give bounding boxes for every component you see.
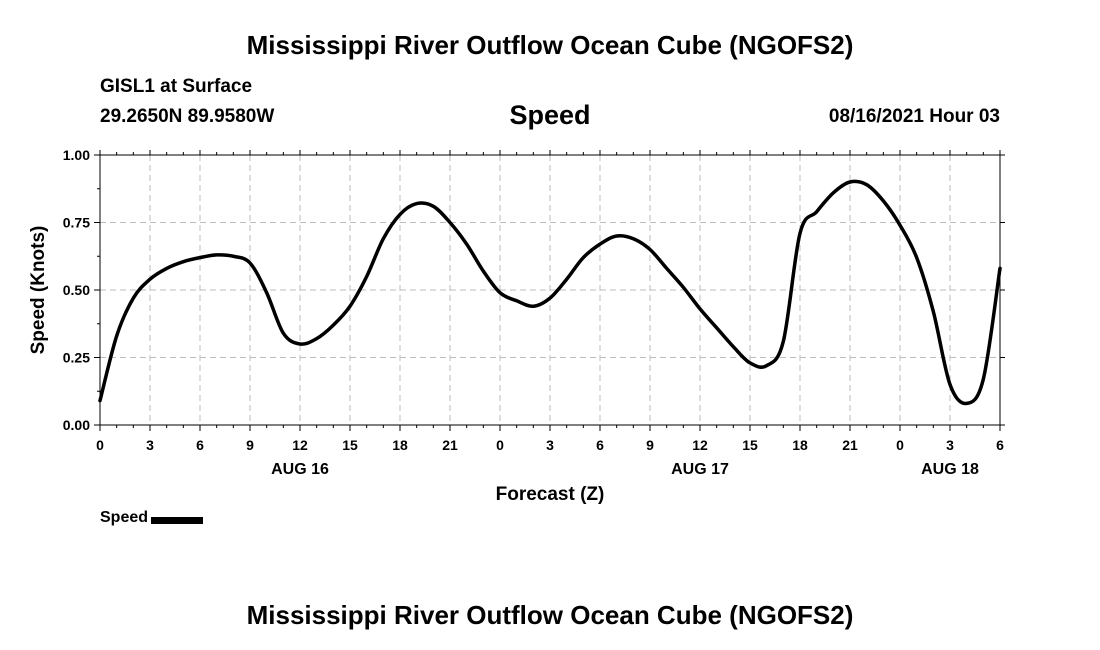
x-tick-label: 18 [392,437,408,453]
x-tick-label: 3 [146,437,154,453]
x-tick-label: 9 [246,437,254,453]
speed-data-point [365,275,368,278]
speed-data-point [165,267,168,270]
speed-series-line [98,179,1002,406]
x-tick-label: 0 [896,437,904,453]
legend: Speed [100,509,204,527]
speed-data-point [432,205,435,208]
speed-data-point [182,260,185,263]
speed-data-point [349,305,352,308]
speed-data-point [415,202,418,205]
y-tick-label: 0.50 [63,282,90,298]
x-tick-label: 21 [842,437,858,453]
speed-data-point [932,310,935,313]
x-tick-label: 3 [946,437,954,453]
speed-data-point [999,267,1002,270]
y-tick-label: 1.00 [63,147,90,163]
speed-data-point [815,210,818,213]
x-tick-label: 6 [196,437,204,453]
x-tick-label: 15 [342,437,358,453]
x-tick-label: 12 [292,437,308,453]
speed-data-point [515,299,518,302]
speed-data-point [265,291,268,294]
speed-data-point [949,383,952,386]
grid-lines [100,155,1000,425]
speed-data-point [899,224,902,227]
speed-data-point [499,291,502,294]
speed-data-point [682,286,685,289]
speed-data-point [865,183,868,186]
speed-data-point [249,262,252,265]
speed-data-point [882,199,885,202]
x-tick-label: 15 [742,437,758,453]
speed-data-point [965,402,968,405]
speed-data-point [549,297,552,300]
station-coords: 29.2650N 89.9580W [100,106,275,127]
speed-data-point [199,256,202,259]
date-label: AUG 18 [921,461,979,478]
speed-data-point [99,399,102,402]
speed-data-point [982,378,985,381]
x-tick-label: 9 [646,437,654,453]
speed-data-point [599,243,602,246]
x-tick-label: 21 [442,437,458,453]
chart-title: Speed [509,100,591,130]
x-axis-label: Forecast (Z) [496,484,605,505]
y-tick-label: 0.00 [63,417,90,433]
speed-data-points [99,181,1002,405]
x-tick-label: 0 [96,437,104,453]
speed-data-point [282,332,285,335]
speed-data-point [399,213,402,216]
x-tick-label: 0 [496,437,504,453]
speed-data-point [449,221,452,224]
speed-data-point [532,305,535,308]
date-label: AUG 17 [671,461,729,478]
speed-data-point [465,243,468,246]
x-tick-label: 3 [546,437,554,453]
x-tick-label: 12 [692,437,708,453]
speed-data-point [849,181,852,184]
axis-labels: 0 3 6 9 12 15 18 21 0 3 6 9 12 15 18 21 0 3 6 0.00 0.25 0.50 0… [63,147,1004,478]
main-title: Mississippi River Outflow Ocean Cube (NG… [246,30,854,60]
speed-data-point [315,337,318,340]
speed-data-point [232,255,235,258]
speed-data-point [299,343,302,346]
timestamp: 08/16/2021 Hour 03 [828,106,1000,127]
x-tick-label: 6 [996,437,1004,453]
speed-data-point [749,361,752,364]
station-name: GISL1 at Surface [100,76,253,97]
legend-label: Speed [100,509,149,526]
y-tick-label: 0.25 [63,350,90,366]
speed-data-point [699,307,702,310]
speed-data-point [215,253,218,256]
speed-data-point [149,278,152,281]
speed-data-point [482,270,485,273]
speed-data-point [715,326,718,329]
speed-data-point [649,248,652,251]
footer-title: Mississippi River Outflow Ocean Cube (NG… [246,600,854,630]
speed-data-point [565,278,568,281]
y-axis-label: Speed (Knots) [28,226,49,355]
speed-data-point [832,191,835,194]
legend-swatch [151,516,204,524]
x-tick-label: 18 [792,437,808,453]
speed-data-point [132,297,135,300]
speed-data-point [615,235,618,238]
speed-data-point [665,267,668,270]
speed-data-point [582,256,585,259]
speed-data-point [632,237,635,240]
date-label: AUG 16 [271,461,329,478]
speed-data-point [382,237,385,240]
speed-data-point [782,340,785,343]
speed-data-point [732,345,735,348]
axis-ticks [94,150,1005,431]
y-tick-label: 0.75 [63,215,90,231]
speed-data-point [332,324,335,327]
speed-data-point [115,334,118,337]
speed-data-point [765,364,768,367]
speed-data-point [799,232,802,235]
x-tick-label: 6 [596,437,604,453]
speed-data-point [915,256,918,259]
